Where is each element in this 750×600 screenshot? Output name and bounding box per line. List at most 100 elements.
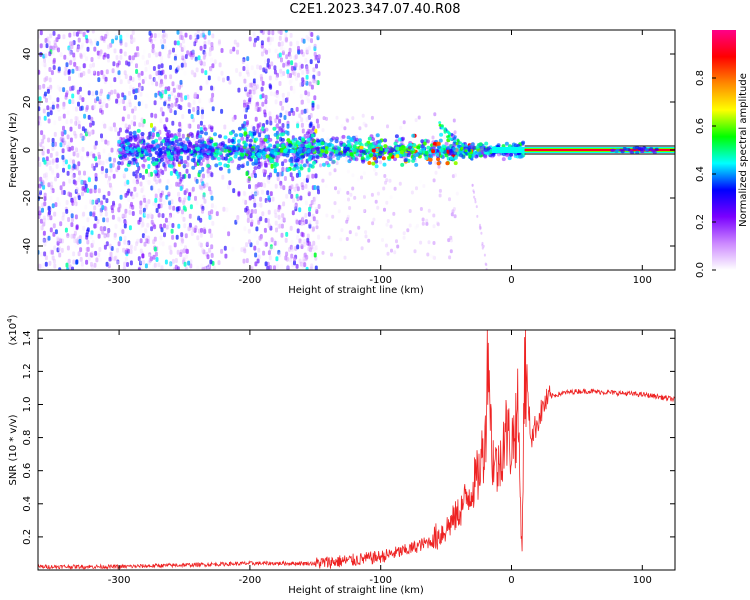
heatmap-cell bbox=[248, 89, 252, 95]
heatmap-cell bbox=[86, 217, 90, 223]
heatmap-cell bbox=[171, 81, 175, 87]
heatmap-cell bbox=[287, 51, 291, 57]
heatmap-cell bbox=[173, 59, 177, 65]
heatmap-cell bbox=[459, 153, 464, 158]
heatmap-cell bbox=[285, 183, 289, 189]
heatmap-cell bbox=[257, 247, 261, 253]
heatmap-cell bbox=[140, 85, 144, 91]
heatmap-cell bbox=[144, 66, 148, 72]
heatmap-cell bbox=[78, 175, 82, 181]
heatmap-cell bbox=[75, 259, 79, 265]
heatmap-cell bbox=[66, 233, 70, 239]
heatmap-cell bbox=[119, 236, 123, 242]
heatmap-cell bbox=[348, 230, 352, 235]
heatmap-cell bbox=[175, 171, 179, 176]
heatmap-cell bbox=[288, 143, 292, 148]
heatmap-cell bbox=[75, 238, 79, 244]
heatmap-cell bbox=[331, 160, 336, 165]
heatmap-cell bbox=[157, 136, 162, 141]
heatmap-cell bbox=[66, 170, 70, 176]
heatmap-cell bbox=[52, 30, 56, 36]
heatmap-cell bbox=[145, 238, 149, 244]
heatmap-cell bbox=[153, 246, 157, 252]
heatmap-cell bbox=[97, 252, 101, 258]
heatmap-cell bbox=[313, 80, 317, 86]
heatmap-cell bbox=[190, 78, 194, 84]
heatmap-cell bbox=[281, 213, 285, 219]
heatmap-cell bbox=[265, 36, 269, 42]
heatmap-cell bbox=[98, 93, 102, 99]
heatmap-cell bbox=[315, 219, 319, 225]
heatmap-cell bbox=[110, 147, 114, 153]
heatmap-cell bbox=[77, 45, 81, 51]
heatmap-cell bbox=[90, 242, 94, 248]
heatmap-cell bbox=[113, 157, 116, 163]
heatmap-cell bbox=[263, 227, 267, 233]
heatmap-cell bbox=[73, 120, 77, 126]
heatmap-cell bbox=[191, 165, 196, 170]
heatmap-cell bbox=[42, 238, 46, 244]
heatmap-cell bbox=[414, 118, 418, 123]
heatmap-cell bbox=[215, 149, 219, 154]
heatmap-cell bbox=[125, 104, 128, 110]
heatmap-cell bbox=[203, 229, 207, 234]
spectrogram-heatmap bbox=[38, 30, 675, 270]
heatmap-cell bbox=[201, 30, 205, 35]
heatmap-cell bbox=[166, 178, 170, 184]
heatmap-cell bbox=[292, 227, 296, 233]
heatmap-cell bbox=[90, 130, 94, 135]
heatmap-cell bbox=[327, 147, 332, 152]
heatmap-cell bbox=[387, 155, 391, 160]
heatmap-cell bbox=[119, 40, 123, 46]
heatmap-cell bbox=[280, 41, 284, 47]
heatmap-cell bbox=[296, 228, 300, 234]
heatmap-cell bbox=[70, 213, 74, 219]
heatmap-cell bbox=[447, 131, 451, 135]
heatmap-cell bbox=[295, 106, 299, 112]
heatmap-cell bbox=[141, 253, 145, 259]
colorbar-tick-label: 0.2 bbox=[695, 214, 706, 230]
heatmap-cell bbox=[285, 153, 290, 158]
heatmap-cell bbox=[77, 195, 81, 201]
heatmap-cell bbox=[107, 152, 111, 158]
heatmap-cell bbox=[43, 77, 47, 83]
heatmap-cell bbox=[167, 94, 171, 100]
heatmap-cell bbox=[277, 41, 281, 47]
heatmap-cell bbox=[196, 235, 200, 241]
heatmap-cell bbox=[205, 79, 209, 85]
heatmap-cell bbox=[148, 74, 152, 80]
heatmap-cell bbox=[213, 59, 217, 65]
heatmap-cell bbox=[158, 51, 162, 57]
heatmap-cell bbox=[261, 80, 265, 86]
heatmap-cell bbox=[250, 82, 254, 88]
heatmap-cell bbox=[51, 142, 55, 147]
heatmap-cell bbox=[119, 34, 123, 40]
heatmap-cell bbox=[184, 195, 188, 201]
heatmap-cell bbox=[170, 151, 175, 156]
heatmap-cell bbox=[174, 135, 179, 140]
heatmap-cell bbox=[113, 256, 117, 262]
heatmap-cell bbox=[264, 198, 268, 203]
heatmap-cell bbox=[92, 153, 96, 159]
heatmap-cell bbox=[630, 150, 635, 154]
heatmap-cell bbox=[160, 39, 163, 44]
heatmap-cell bbox=[346, 143, 351, 148]
y-tick-label: 0 bbox=[22, 147, 33, 153]
heatmap-cell bbox=[321, 128, 325, 133]
heatmap-cell bbox=[273, 65, 277, 71]
heatmap-cell bbox=[39, 223, 42, 229]
heatmap-cell bbox=[223, 135, 228, 140]
heatmap-cell bbox=[79, 72, 83, 78]
heatmap-cell bbox=[361, 159, 366, 164]
heatmap-cell bbox=[111, 68, 115, 74]
heatmap-cell bbox=[131, 37, 135, 43]
heatmap-cell bbox=[484, 141, 489, 146]
heatmap-cell bbox=[58, 252, 62, 258]
heatmap-cell bbox=[305, 95, 309, 101]
heatmap-cell bbox=[309, 266, 313, 270]
heatmap-cell bbox=[268, 137, 273, 142]
heatmap-cell bbox=[69, 60, 73, 66]
heatmap-cell bbox=[76, 44, 80, 50]
heatmap-cell bbox=[47, 40, 51, 46]
heatmap-cell bbox=[152, 254, 156, 260]
